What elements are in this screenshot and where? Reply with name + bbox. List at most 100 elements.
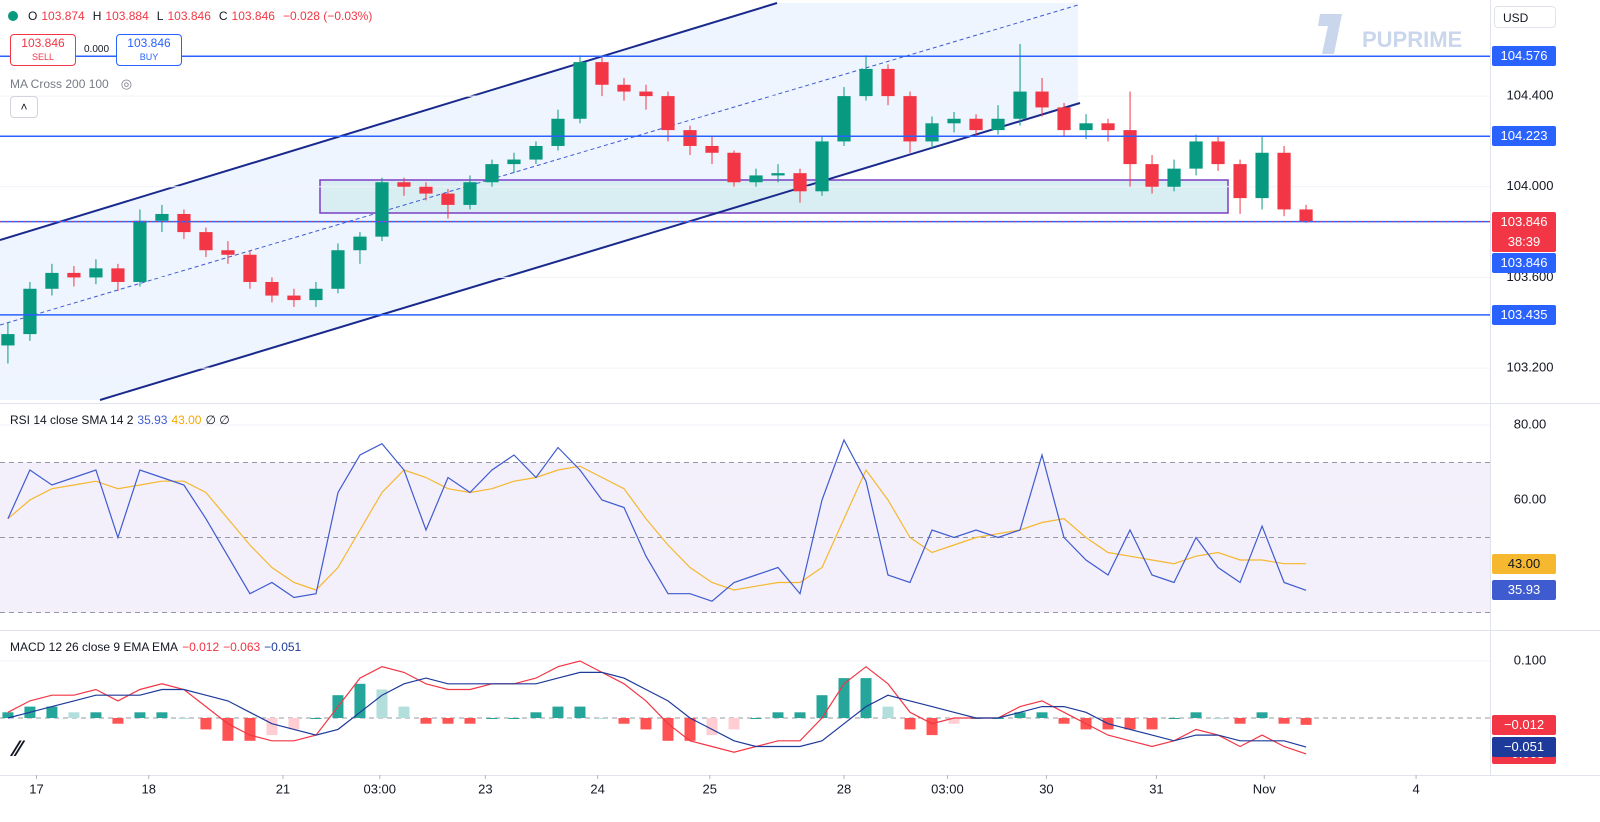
histogram-bar <box>244 718 256 741</box>
histogram-bar <box>486 718 498 720</box>
histogram-bar <box>178 718 190 720</box>
histogram-bar <box>1212 718 1224 720</box>
histogram-bar <box>68 712 80 719</box>
indicator-line <box>7 465 1307 591</box>
candle-body <box>1123 130 1137 165</box>
x-tick-label: 25 <box>703 781 717 796</box>
candle-body <box>1079 123 1093 131</box>
histogram-bar <box>398 706 410 719</box>
ohlc-value: 103.846 <box>231 9 275 23</box>
last-value-label: −0.051 <box>1492 737 1556 758</box>
countdown: 38:39 <box>1492 231 1556 252</box>
ohlc-key: C <box>218 9 228 23</box>
histogram-bar <box>1278 718 1290 724</box>
y-tick-label: 60.00 <box>1514 491 1547 506</box>
candle-body <box>1299 209 1313 222</box>
candle-body <box>1255 152 1269 199</box>
channel-lower <box>99 102 1081 401</box>
histogram-bar <box>200 718 212 730</box>
histogram-bar <box>288 718 300 730</box>
last-value-label: 35.93 <box>1492 580 1556 601</box>
x-tick-label: Nov <box>1253 781 1277 796</box>
x-tick-label: 31 <box>1149 781 1163 796</box>
candle-body <box>463 182 477 205</box>
currency-button[interactable]: USD <box>1494 6 1556 28</box>
brand: PUPRIME <box>1362 27 1462 52</box>
indicator-line <box>7 438 1307 602</box>
indicator-line <box>7 660 1307 755</box>
x-tick-label: 03:00 <box>931 781 964 796</box>
sell-label: SELL <box>31 52 55 62</box>
macd-legend-value: −0.012 <box>182 640 220 654</box>
histogram-bar <box>508 718 520 720</box>
candle-body <box>485 164 499 183</box>
histogram-bar <box>640 718 652 730</box>
candle-body <box>397 182 411 187</box>
indicator-legend: MA Cross 200 100 ◎ <box>10 76 132 92</box>
candle-body <box>881 68 895 97</box>
hide-icon[interactable]: ◎ <box>120 76 133 91</box>
y-tick-label: 80.00 <box>1514 416 1547 431</box>
candle-body <box>419 186 433 194</box>
histogram-bar <box>442 718 454 724</box>
logo-mark <box>1318 14 1342 54</box>
candle-body <box>1277 152 1291 210</box>
candle-body <box>1145 164 1159 187</box>
x-tick-label: 23 <box>478 781 492 796</box>
channel-upper <box>0 2 778 241</box>
rsi-band <box>0 462 1490 613</box>
x-tick-label: 24 <box>590 781 604 796</box>
channel-mid <box>0 4 1079 326</box>
ohlc-header: O 103.874 H 103.884 L 103.846 C 103.846 −0.0… <box>8 9 376 23</box>
level-label: 104.223 <box>1492 126 1556 147</box>
sell-button[interactable]: 103.846 SELL <box>10 34 76 66</box>
histogram-bar <box>420 718 432 724</box>
candle-body <box>1211 141 1225 165</box>
candle-body <box>617 84 631 92</box>
histogram-bar <box>1124 718 1136 730</box>
candle-body <box>947 118 961 124</box>
candle-body <box>1 334 15 346</box>
candle-body <box>375 182 389 237</box>
ohlc-key: O <box>28 9 38 23</box>
x-tick-label: 21 <box>276 781 290 796</box>
candle-body <box>749 175 763 183</box>
histogram-bar <box>90 712 102 719</box>
histogram-bar <box>156 712 168 719</box>
histogram-bar <box>1256 712 1268 719</box>
candle-body <box>727 152 741 183</box>
y-tick-label: 103.200 <box>1507 360 1554 375</box>
x-tick-label: 28 <box>837 781 851 796</box>
candle-body <box>903 96 917 142</box>
histogram-bar <box>354 683 366 719</box>
histogram-bar <box>948 718 960 724</box>
histogram-bar <box>1146 718 1158 730</box>
histogram-bar <box>222 718 234 741</box>
candle-body <box>793 173 807 192</box>
histogram-bar <box>772 712 784 719</box>
candle-body <box>859 68 873 97</box>
candle-body <box>991 118 1005 131</box>
candle-body <box>23 288 37 335</box>
candle-body <box>111 268 125 282</box>
macd-legend-value: −0.063 <box>223 640 261 654</box>
histogram-bar <box>376 689 388 719</box>
candle-body <box>1101 123 1115 131</box>
histogram-bar <box>750 718 762 720</box>
histogram-bar <box>552 706 564 719</box>
spread: 0.000 <box>84 44 110 55</box>
rsi-legend: RSI 14 close SMA 14 2 35.93 43.00 ∅ ∅ <box>10 413 230 427</box>
y-tick-label: 0.100 <box>1514 652 1547 667</box>
buy-button[interactable]: 103.846 BUY <box>116 34 182 66</box>
indicator-line <box>7 671 1307 748</box>
histogram-bar <box>310 718 322 720</box>
candle-body <box>309 288 323 301</box>
histogram-bar <box>860 678 872 719</box>
candle-body <box>771 173 785 176</box>
candle-body <box>441 193 455 205</box>
collapse-button[interactable]: ˄ <box>10 96 38 118</box>
candle-body <box>1189 141 1203 169</box>
candle-body <box>507 159 521 165</box>
candle-body <box>1057 107 1071 131</box>
